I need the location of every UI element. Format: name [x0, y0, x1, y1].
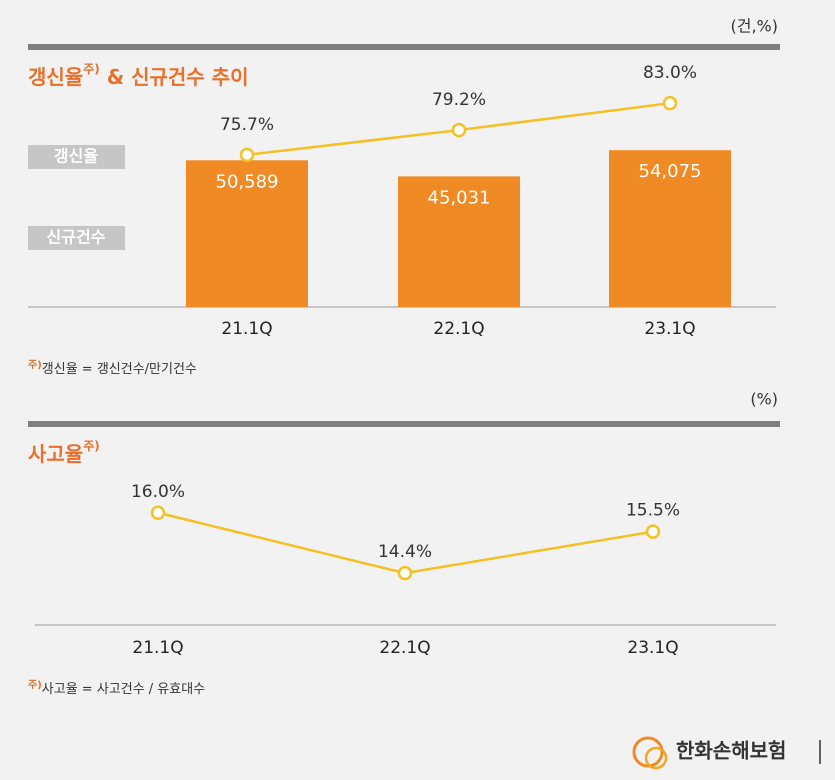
footnote: 주)사고율 = 사고건수 / 유효대수: [28, 679, 205, 697]
x-tick-label: 23.1Q: [627, 638, 678, 658]
header-rule: [28, 44, 780, 50]
data-label: 14.4%: [378, 542, 432, 562]
title-main: 사고율: [28, 442, 83, 466]
footnote: 주)갱신율 = 갱신건수/만기건수: [28, 359, 197, 377]
data-label: 75.7%: [220, 115, 274, 135]
chart-title: 사고율주): [28, 439, 100, 466]
data-label: 79.2%: [432, 90, 486, 110]
footnote-text: 사고율 = 사고건수 / 유효대수: [42, 682, 205, 697]
brand-name: 한화손해보험: [676, 739, 786, 763]
x-tick-label: 23.1Q: [644, 319, 695, 339]
legend-box: [28, 145, 125, 169]
footnote-mark: 주): [28, 359, 42, 371]
bar-label: 50,589: [216, 171, 279, 192]
data-label: 15.5%: [626, 501, 680, 521]
line-marker: [662, 95, 678, 111]
line-marker: [397, 565, 413, 581]
x-tick-label: 22.1Q: [433, 319, 484, 339]
bar: [186, 160, 308, 307]
bar: [398, 176, 520, 307]
brand-logo: [632, 736, 821, 770]
chart-title: 갱신율주) & 신규건수 추이: [28, 62, 248, 89]
line-marker: [150, 505, 166, 520]
footnote-text: 갱신율 = 갱신건수/만기건수: [42, 362, 197, 377]
unit-label: (건,%): [731, 17, 779, 36]
title-suffix: & 신규건수 추이: [100, 65, 249, 89]
legend-box: [28, 226, 125, 250]
x-tick-label: 21.1Q: [221, 319, 272, 339]
line-marker: [451, 122, 467, 138]
bar-label: 45,031: [428, 187, 491, 208]
title-note: 주): [83, 439, 100, 453]
bar-label: 54,075: [639, 161, 702, 182]
line-marker: [645, 524, 661, 539]
x-tick-label: 22.1Q: [379, 638, 430, 658]
data-label: 16.0%: [131, 482, 185, 502]
data-label: 83.0%: [643, 63, 697, 83]
line-marker: [239, 147, 255, 163]
bar: [609, 150, 731, 307]
title-main: 갱신율: [28, 65, 83, 89]
legend-label: 신규건수: [47, 228, 106, 247]
header-rule: [28, 421, 780, 427]
unit-label: (%): [750, 390, 778, 409]
title-note: 주): [83, 62, 100, 76]
legend-label: 갱신율: [54, 147, 98, 166]
x-tick-label: 21.1Q: [132, 638, 183, 658]
footnote-mark: 주): [28, 679, 42, 691]
